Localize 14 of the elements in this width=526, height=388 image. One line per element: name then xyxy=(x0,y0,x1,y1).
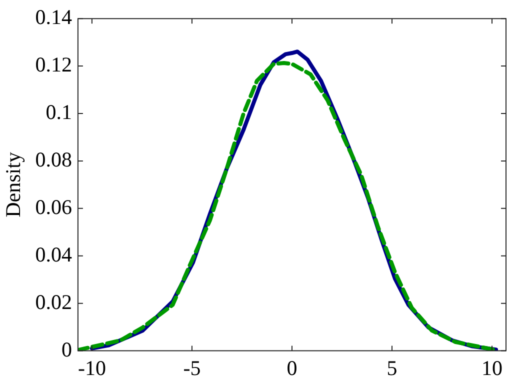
x-tick-label: -10 xyxy=(78,356,106,380)
y-tick-label: 0 xyxy=(61,337,72,362)
x-tick-label: 0 xyxy=(286,356,298,380)
y-tick-label: 0.12 xyxy=(35,52,72,77)
x-tick-label: 5 xyxy=(386,356,398,380)
x-tick-label: 10 xyxy=(482,356,502,380)
y-tick-label: 0.1 xyxy=(46,100,72,124)
x-tick-label: -5 xyxy=(183,356,201,380)
y-tick-label: 0.08 xyxy=(35,147,72,172)
y-axis-title: Density xyxy=(1,152,26,218)
y-tick-label: 0.14 xyxy=(35,5,72,30)
y-tick-label: 0.02 xyxy=(35,290,72,314)
y-tick-label: 0.06 xyxy=(35,194,72,219)
y-tick-label: 0.04 xyxy=(35,242,72,266)
